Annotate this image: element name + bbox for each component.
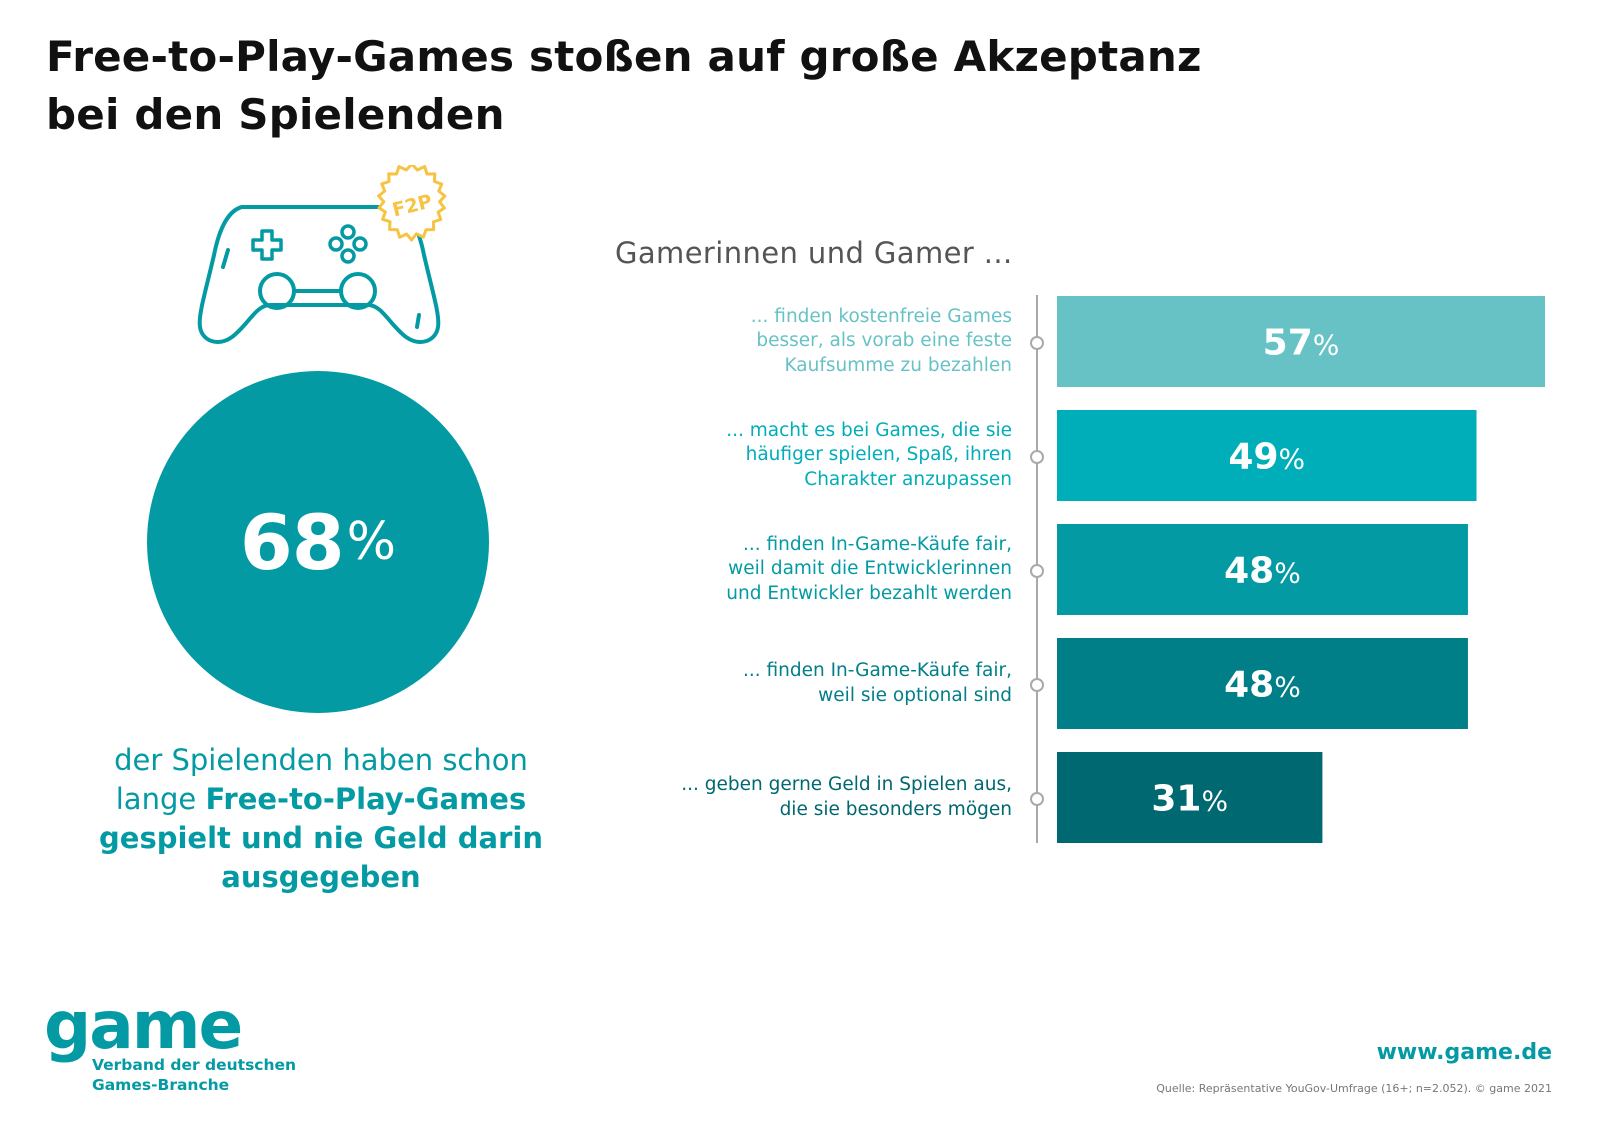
logo-subtitle-line-2: Games-Branche (92, 1076, 230, 1094)
bar-value-label-5: 31% (1151, 779, 1228, 820)
bar-3 (1057, 524, 1468, 615)
highlight-value: 68 (239, 497, 345, 587)
highlight-circle: 68% (147, 371, 489, 713)
axis-dot-1 (1030, 335, 1044, 350)
bar-category-label-1-line-2: besser, als vorab eine feste (756, 330, 1012, 352)
bar-category-label-3-line-1: ... finden In-Game-Käufe fair, (742, 533, 1012, 555)
page-title: Free-to-Play-Games stoßen auf große Akze… (46, 28, 1202, 144)
bar-category-label-3-line-2: weil damit die Entwicklerinnen (728, 558, 1012, 580)
bar-5 (1057, 752, 1323, 843)
bar-category-label-5-line-2: die sie besonders mögen (779, 798, 1012, 820)
bar-category-label-4-line-2: weil sie optional sind (818, 684, 1012, 706)
bar-category-label-4-line-1: ... finden In-Game-Käufe fair, (742, 660, 1012, 681)
bar-category-label-1-line-3: Kaufsumme zu bezahlen (784, 354, 1012, 376)
bar-value-label-3: 48% (1224, 551, 1301, 592)
highlight-caption: der Spielenden haben schon lange Free-to… (78, 741, 564, 897)
logo-wordmark: game (44, 987, 243, 1064)
bar-category-label-4: ... finden In-Game-Käufe fair, weil sie o… (592, 659, 1012, 708)
caption-line-2-bold: Free-to-Play-Games (205, 782, 527, 816)
bar-category-label-3: ... finden In-Game-Käufe fair, weil damit… (592, 533, 1012, 607)
chart-title: Gamerinnen und Gamer ... (615, 236, 1013, 270)
bar-category-label-1: ... finden kostenfreie Games besser, als … (592, 305, 1012, 379)
bar-category-label-2: ... macht es bei Games, die sie häufiger … (592, 419, 1012, 493)
axis-dot-4 (1030, 677, 1044, 692)
bar-1 (1057, 296, 1545, 387)
bar-category-label-5-line-1: ... geben gerne Geld in Spielen aus, (681, 774, 1012, 795)
caption-line-3: gespielt und nie Geld darin (99, 821, 543, 855)
source-note: Quelle: Repräsentative YouGov-Umfrage (1… (1156, 1082, 1552, 1095)
bar-category-label-1-line-1: ... finden kostenfreie Games (750, 305, 1012, 327)
bar-category-label-5: ... geben gerne Geld in Spielen aus, die … (592, 773, 1012, 822)
logo-subtitle-line-1: Verband der deutschen (92, 1056, 297, 1074)
bar-value-label-4: 48% (1224, 665, 1301, 706)
bar-2 (1057, 410, 1477, 501)
axis-dot-2 (1030, 449, 1044, 464)
bar-category-label-2-line-2: häufiger spielen, Spaß, ihren (745, 444, 1012, 466)
bar-category-label-3-line-3: und Entwickler bezahlt werden (726, 582, 1012, 604)
website-link[interactable]: www.game.de (1376, 1040, 1552, 1065)
axis-dot-5 (1030, 791, 1044, 806)
bar-4 (1057, 638, 1468, 729)
axis-dot-3 (1030, 563, 1044, 578)
caption-line-2-plain: lange (115, 782, 206, 816)
page-title-line-2: bei den Spielenden (46, 90, 505, 139)
page-title-line-1: Free-to-Play-Games stoßen auf große Akze… (46, 32, 1202, 81)
bar-category-label-2-line-1: ... macht es bei Games, die sie (726, 419, 1012, 441)
caption-line-4: ausgegeben (221, 860, 421, 894)
game-logo: game Verband der deutschen Games-Branche (44, 987, 296, 1095)
gamepad-icon: F2P (190, 162, 460, 369)
highlight-unit: % (346, 512, 397, 572)
caption-line-1: der Spielenden haben schon (114, 743, 528, 777)
bar-category-label-2-line-3: Charakter anzupassen (804, 468, 1012, 490)
bar-value-label-1: 57% (1263, 323, 1340, 364)
logo-subtitle: Verband der deutschen Games-Branche (92, 1055, 296, 1095)
bar-value-label-2: 49% (1228, 437, 1305, 478)
